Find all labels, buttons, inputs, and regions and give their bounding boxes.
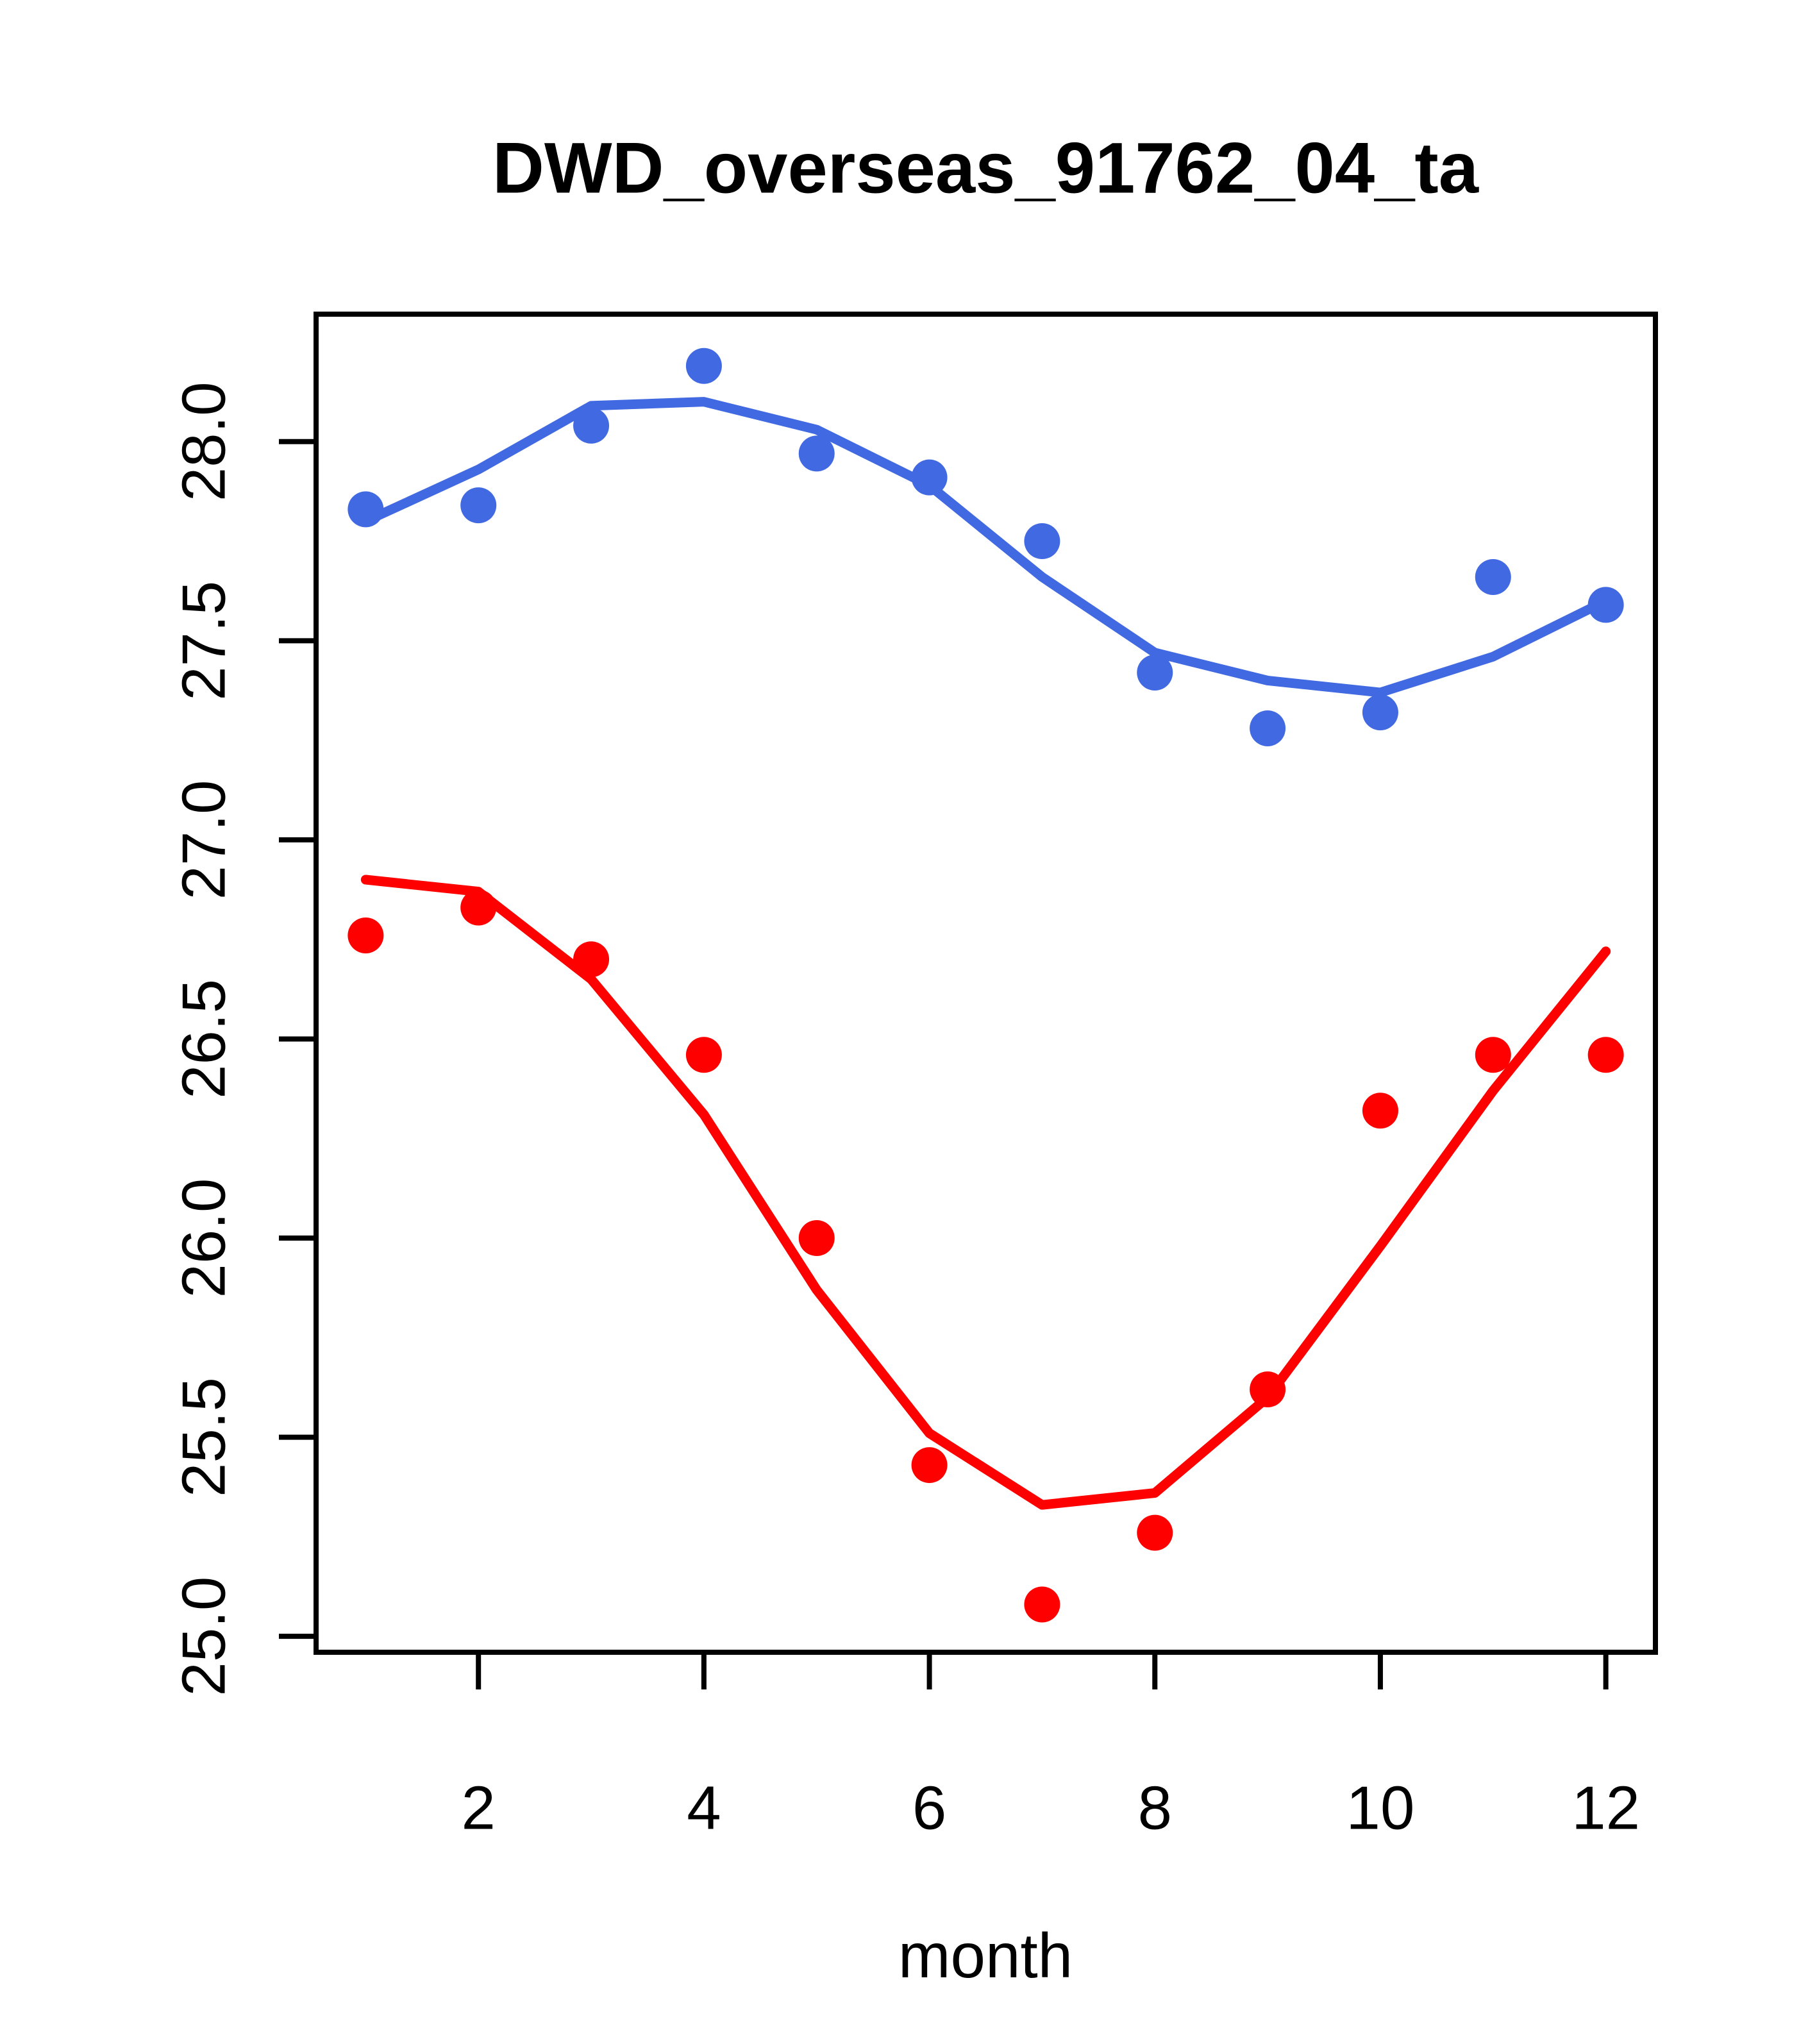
x-axis-tick-label: 8: [1138, 1774, 1172, 1843]
blue-point-month-1: [347, 491, 384, 528]
red-point-month-12: [1587, 1037, 1624, 1073]
x-axis-tick-label: 4: [687, 1774, 721, 1843]
y-axis-tick-label: 27.5: [170, 581, 239, 701]
blue-point-month-7: [1024, 523, 1060, 560]
blue-point-month-2: [460, 487, 497, 524]
y-axis-tick-label: 27.0: [170, 780, 239, 900]
red-point-month-4: [685, 1037, 722, 1073]
red-lowess-line: [360, 875, 1611, 1510]
plot-box: [314, 312, 1658, 1655]
blue-point-month-10: [1362, 694, 1398, 731]
x-axis-tick-label: 10: [1346, 1774, 1415, 1843]
red-point-month-11: [1475, 1037, 1511, 1073]
y-axis-tick-label: 25.0: [170, 1577, 239, 1696]
red-point-month-1: [347, 917, 384, 953]
red-point-month-6: [911, 1447, 948, 1484]
x-axis-tick-label: 6: [912, 1774, 946, 1843]
red-point-month-2: [460, 889, 497, 926]
red-point-month-3: [573, 941, 610, 978]
blue-point-month-12: [1587, 587, 1624, 623]
y-axis-tick-label: 28.0: [170, 381, 239, 501]
blue-lowess-line: [360, 397, 1611, 698]
y-axis-tick-label: 25.5: [170, 1377, 239, 1497]
y-axis-tick-label: 26.0: [170, 1178, 239, 1298]
plot-area: 25.0 25.5 26.0 26.5 27.0 27.5 28.0 2 4 6 8 10 12: [170, 312, 1658, 1843]
blue-point-month-5: [798, 435, 835, 472]
x-axis-tick-label: 12: [1571, 1774, 1640, 1843]
chart-title: DWD_overseas_91762_04_ta: [492, 128, 1479, 208]
x-axis-tick-label: 2: [462, 1774, 496, 1843]
x-axis-label: month: [898, 1920, 1073, 1991]
red-point-month-5: [798, 1220, 835, 1257]
blue-point-month-11: [1475, 558, 1511, 595]
y-axis-tick-label: 26.5: [170, 979, 239, 1099]
red-point-month-7: [1024, 1586, 1060, 1623]
blue-point-month-9: [1250, 710, 1286, 746]
blue-point-month-8: [1137, 655, 1173, 691]
blue-point-month-3: [573, 407, 610, 444]
blue-point-month-4: [685, 348, 722, 384]
blue-point-month-6: [911, 459, 948, 496]
red-point-month-9: [1250, 1371, 1286, 1408]
red-point-month-8: [1137, 1514, 1173, 1551]
red-point-month-10: [1362, 1093, 1398, 1129]
